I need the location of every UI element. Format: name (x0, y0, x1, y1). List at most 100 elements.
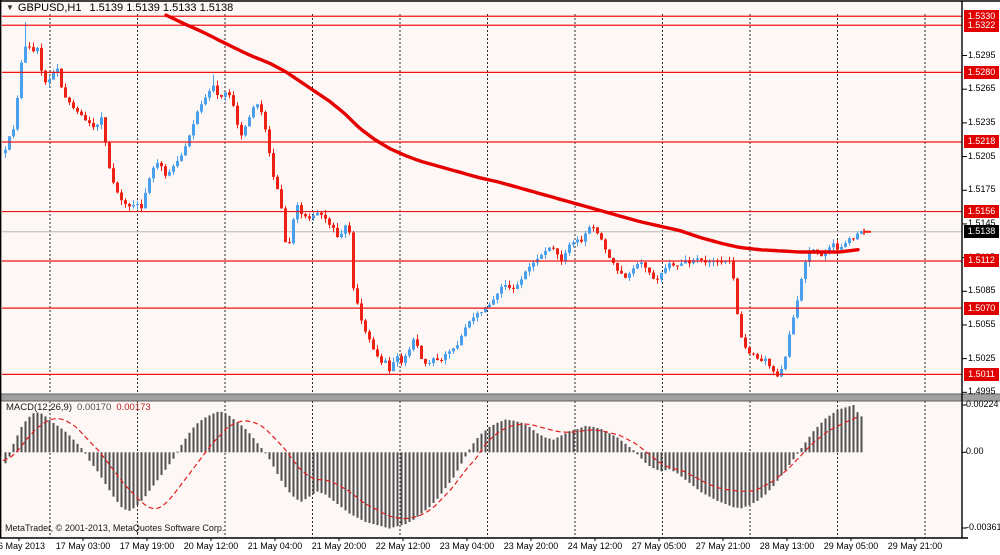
time-axis-label[interactable]: 16 May 2013 (0, 541, 46, 551)
macd-histogram-bar (364, 452, 367, 522)
macd-histogram-bar (816, 426, 819, 453)
time-axis-label[interactable]: 27 May 21:00 (695, 541, 751, 551)
candle (368, 331, 371, 340)
candle (232, 95, 235, 106)
candle (708, 261, 711, 263)
macd-histogram-bar (848, 406, 851, 453)
macd-histogram-bar (28, 416, 31, 453)
candle (116, 182, 119, 193)
macd-histogram-bar (460, 452, 463, 464)
candle (132, 205, 135, 207)
price-axis-label: 1.4995 (968, 386, 996, 397)
candle (860, 231, 863, 234)
candle (220, 95, 223, 97)
candle (80, 111, 83, 116)
candle (836, 243, 839, 250)
time-axis-label[interactable]: 29 May 21:00 (887, 541, 943, 551)
macd-histogram-bar (580, 427, 583, 453)
macd-histogram-bar (576, 429, 579, 453)
candle (412, 339, 415, 350)
macd-histogram-bar (392, 452, 395, 528)
macd-histogram-bar (564, 433, 567, 453)
candle (212, 85, 215, 92)
price-axis-label: 1.5055 (968, 318, 996, 329)
macd-histogram-bar (560, 435, 563, 453)
time-axis-label[interactable]: 17 May 03:00 (55, 541, 111, 551)
macd-histogram-bar (408, 452, 411, 522)
macd-histogram-bar (320, 452, 323, 494)
macd-histogram-bar (636, 452, 639, 455)
candle (224, 92, 227, 97)
candle (764, 358, 767, 362)
macd-histogram-bar (32, 413, 35, 453)
macd-histogram-bar (632, 450, 635, 453)
macd-histogram-bar (372, 452, 375, 525)
candle (144, 192, 147, 209)
macd-histogram-bar (852, 405, 855, 453)
time-axis-label[interactable]: 21 May 04:00 (247, 541, 303, 551)
time-axis-label[interactable]: 23 May 20:00 (503, 541, 559, 551)
time-axis-label[interactable]: 22 May 12:00 (375, 541, 431, 551)
macd-histogram-bar (784, 452, 787, 471)
candle (244, 126, 247, 136)
candle (456, 345, 459, 349)
macd-histogram-bar (404, 452, 407, 525)
time-axis-label[interactable]: 17 May 19:00 (119, 541, 175, 551)
candle (388, 360, 391, 372)
time-axis-label[interactable]: 28 May 13:00 (759, 541, 815, 551)
time-axis-label[interactable]: 27 May 05:00 (631, 541, 687, 551)
macd-histogram-bar (68, 435, 71, 453)
macd-histogram-bar (276, 452, 279, 474)
candle (680, 263, 683, 266)
macd-histogram-bar (684, 452, 687, 480)
macd-histogram-bar (824, 418, 827, 453)
macd-histogram-bar (292, 452, 295, 497)
pane-separator[interactable] (0, 394, 1000, 401)
macd-histogram-bar (60, 428, 63, 453)
candle (564, 252, 567, 261)
macd-histogram-bar (800, 448, 803, 453)
candle (528, 266, 531, 272)
macd-histogram-bar (664, 452, 667, 471)
time-axis-label[interactable]: 29 May 05:00 (823, 541, 879, 551)
time-axis-label[interactable]: 23 May 04:00 (439, 541, 495, 551)
macd-histogram-bar (752, 452, 755, 503)
macd-histogram-bar (252, 438, 255, 453)
candle (140, 204, 143, 209)
macd-histogram-bar (88, 452, 91, 461)
candle (260, 104, 263, 113)
candle (380, 356, 383, 363)
chevron-down-icon[interactable]: ▼ (6, 3, 14, 12)
time-axis-label[interactable]: 21 May 20:00 (311, 541, 367, 551)
macd-histogram-bar (236, 422, 239, 453)
macd-histogram-bar (12, 443, 15, 453)
macd-histogram-bar (272, 452, 275, 467)
time-axis-label[interactable]: 20 May 12:00 (183, 541, 239, 551)
macd-histogram-bar (828, 415, 831, 453)
level-price-badge: 1.5112 (964, 254, 999, 268)
macd-histogram-bar (308, 452, 311, 497)
candle (228, 92, 231, 96)
macd-histogram-bar (168, 452, 171, 465)
candle (4, 149, 7, 154)
time-axis-label[interactable]: 24 May 12:00 (567, 541, 623, 551)
candle (804, 261, 807, 280)
macd-histogram-bar (296, 452, 299, 500)
candle (552, 247, 555, 249)
macd-histogram-bar (772, 452, 775, 487)
candle (484, 307, 487, 313)
macd-histogram-bar (696, 452, 699, 490)
macd-histogram-bar (156, 452, 159, 481)
price-axis-label: 1.5235 (968, 116, 996, 127)
candle (604, 239, 607, 250)
macd-histogram-bar (728, 452, 731, 506)
candle (572, 242, 575, 245)
candle (276, 176, 279, 190)
macd-main-value: 0.00170 (77, 402, 112, 413)
macd-histogram-bar (776, 452, 779, 481)
candle (268, 129, 271, 154)
macd-histogram-bar (80, 448, 83, 453)
candle (328, 218, 331, 225)
candle (772, 366, 775, 372)
